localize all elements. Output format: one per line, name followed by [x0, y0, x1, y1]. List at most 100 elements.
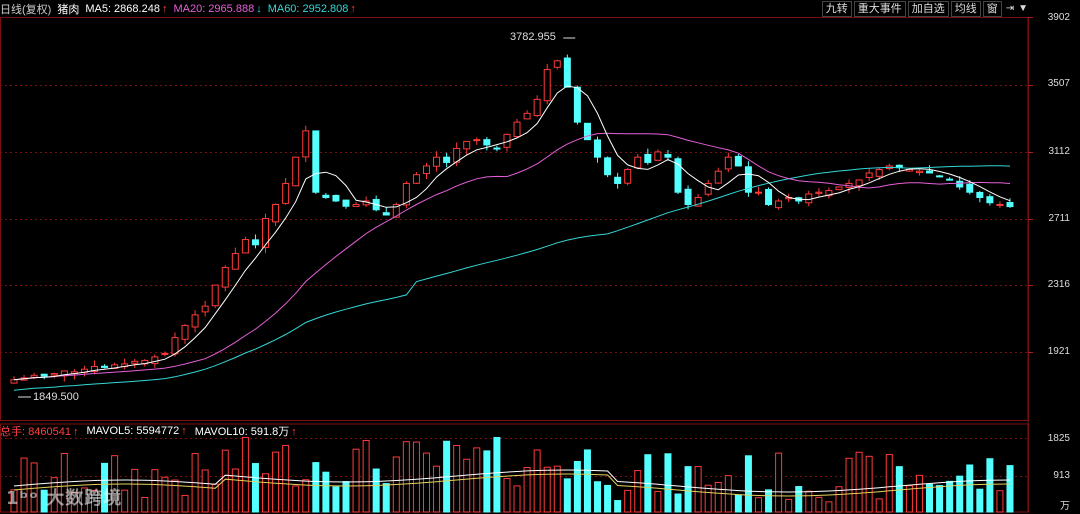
volume-bar-up: [453, 445, 461, 513]
candle-up: [422, 165, 430, 175]
volume-bar-down: [322, 471, 330, 513]
volume-bar-down: [251, 463, 259, 513]
major-events-button[interactable]: 重大事件: [853, 0, 906, 17]
volume-bar-up: [282, 444, 290, 513]
mavol5-line: [13, 469, 1011, 493]
candle-up: [181, 324, 189, 340]
jiuzhuan-button[interactable]: 九转: [821, 0, 852, 17]
volume-bar-down: [563, 478, 571, 513]
candle-up: [352, 203, 360, 207]
volume-bar-up: [785, 498, 793, 513]
candle-up: [694, 196, 702, 207]
volume-bar-up: [292, 485, 300, 513]
candle-up: [724, 156, 732, 170]
volume-bar-down: [795, 486, 803, 513]
candle-down: [674, 158, 682, 193]
candle-down: [684, 188, 692, 205]
volume-bar-up: [905, 485, 913, 513]
candle-up: [754, 191, 762, 194]
candle-up: [221, 267, 229, 288]
volume-bar-up: [875, 498, 883, 513]
volume-bar-down: [1006, 465, 1014, 513]
volume-bar-down: [986, 458, 994, 513]
moving-average-button[interactable]: 均线: [950, 0, 981, 17]
candle-up: [10, 379, 18, 384]
indicator-header: 日线(复权) 猪肉 MA5: 2868.248 ↑ MA20: 2965.888 ↓…: [0, 0, 362, 17]
candle-up: [131, 360, 139, 364]
candle-up: [775, 200, 783, 209]
add-watchlist-button[interactable]: 加自选: [907, 0, 949, 17]
candle-up: [704, 182, 712, 195]
volume-bar-down: [744, 455, 752, 513]
volume-bar-up: [513, 485, 521, 513]
price-tick-3507: 3507: [1047, 78, 1070, 89]
volume-bar-down: [382, 483, 390, 513]
high-annotation: 3782.955: [510, 31, 556, 43]
ma60-label: MA60: 2952.808 ↑: [267, 2, 356, 15]
window-button[interactable]: 窗: [982, 0, 1002, 17]
volume-bar-up: [825, 501, 833, 513]
candle-up: [282, 182, 290, 204]
candle-up: [553, 60, 561, 68]
candle-up: [624, 168, 632, 184]
volume-bar-up: [362, 439, 370, 513]
candle-up: [90, 366, 98, 372]
volume-bar-up: [433, 465, 441, 513]
volume-bar-up: [181, 494, 189, 513]
volume-bar-down: [734, 494, 742, 513]
candle-up: [855, 179, 863, 187]
volume-bar-up: [754, 497, 762, 513]
candle-down: [563, 57, 571, 88]
volume-bar-down: [946, 480, 954, 513]
volume-bar-down: [312, 462, 320, 513]
volume-bar-down: [483, 450, 491, 513]
volume-bar-down: [956, 475, 964, 513]
volume-bar-up: [221, 449, 229, 513]
candle-down: [322, 194, 330, 198]
volume-bar-up: [523, 467, 531, 513]
volume-bar-down: [765, 489, 773, 513]
volume-bar-down: [583, 449, 591, 513]
candle-up: [996, 203, 1004, 206]
candle-down: [342, 199, 350, 207]
price-tick-3112: 3112: [1048, 146, 1070, 157]
volume-bar-up: [171, 479, 179, 513]
candle-up: [201, 305, 209, 313]
volume-bar-up: [624, 489, 632, 513]
candle-up: [412, 174, 420, 184]
candle-up: [191, 314, 199, 328]
volume-bar-up: [634, 470, 642, 513]
candle-up: [473, 139, 481, 142]
candle-down: [583, 122, 591, 141]
volume-bar-up: [201, 469, 209, 513]
volume-bar-up: [402, 441, 410, 513]
dropdown-icon[interactable]: ▼: [1018, 3, 1028, 14]
candle-up: [805, 193, 813, 204]
volume-tick-913: 913: [1053, 470, 1070, 481]
volume-bar-up: [131, 468, 139, 513]
volume-bar-down: [926, 483, 934, 513]
volume-bar-up: [865, 455, 873, 513]
candle-down: [926, 170, 934, 174]
candle-up: [171, 337, 179, 355]
volume-bar-down: [664, 453, 672, 513]
candle-down: [40, 373, 48, 377]
volume-bar-up: [231, 468, 239, 513]
candle-down: [382, 212, 390, 216]
candle-down: [493, 147, 501, 150]
volume-bar-down: [936, 485, 944, 513]
candle-down: [936, 175, 944, 178]
volume-bar-up: [352, 448, 360, 513]
arrow-exit-icon[interactable]: ⇥: [1005, 3, 1015, 14]
volume-bar-down: [674, 493, 682, 513]
volume-bar-up: [503, 478, 511, 513]
volume-bar-up: [815, 496, 823, 513]
mavol10-label: MAVOL10: 591.8万 ↑: [194, 426, 297, 438]
watermark-logo: 1ᵇᵒ 大数跨境: [6, 488, 123, 509]
volume-bar-up: [80, 487, 88, 513]
candle-up: [875, 168, 883, 177]
volume-unit: 万: [1060, 501, 1070, 512]
volume-bar-down: [604, 484, 612, 513]
candle-up: [533, 98, 541, 117]
volume-bar-up: [714, 481, 722, 513]
